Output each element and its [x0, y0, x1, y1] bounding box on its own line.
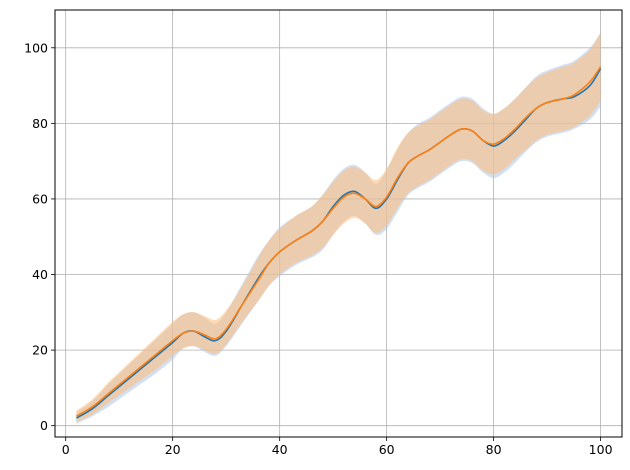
x-tick-label-4: 80 [486, 442, 502, 457]
x-tick-label-0: 0 [62, 442, 70, 457]
plot-frame [54, 9, 623, 438]
y-axis-ticks: 0 20 40 60 80 100 [24, 40, 55, 433]
y-tick-label-4: 80 [32, 116, 48, 131]
x-tick-label-3: 60 [379, 442, 395, 457]
y-tick-label-1: 20 [32, 343, 48, 358]
series-1-line [75, 66, 602, 417]
y-tick-label-0: 0 [40, 418, 48, 433]
x-tick-label-2: 40 [272, 442, 288, 457]
y-tick-label-3: 60 [32, 191, 48, 206]
series-lines [75, 66, 602, 419]
y-tick-label-5: 100 [24, 40, 48, 55]
y-tick-label-2: 40 [32, 267, 48, 282]
x-tick-label-5: 100 [589, 442, 613, 457]
x-axis-ticks: 0 20 40 60 80 100 [62, 437, 613, 457]
x-tick-label-1: 20 [165, 442, 181, 457]
